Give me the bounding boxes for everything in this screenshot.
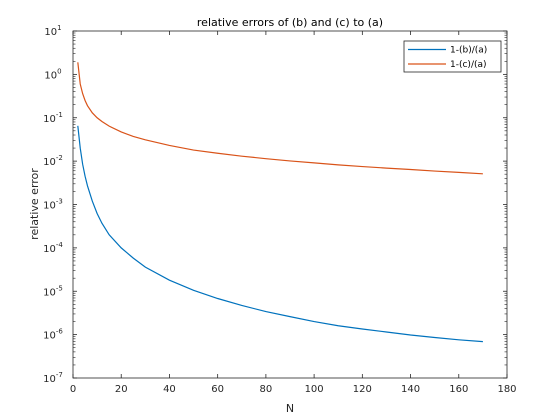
x-tick-label: 180 bbox=[497, 384, 516, 395]
x-tick-label: 80 bbox=[260, 384, 273, 395]
y-tick-label: 100 bbox=[44, 67, 61, 81]
y-tick-label: 101 bbox=[44, 24, 61, 38]
plot-area bbox=[73, 31, 507, 378]
chart-title: relative errors of (b) and (c) to (a) bbox=[197, 16, 383, 29]
legend: 1-(b)/(a) 1-(c)/(a) bbox=[403, 40, 502, 73]
legend-label-series-1: 1-(b)/(a) bbox=[450, 46, 487, 56]
legend-label-series-2: 1-(c)/(a) bbox=[450, 60, 487, 70]
x-axis-label: N bbox=[286, 402, 294, 415]
x-tick-label: 0 bbox=[70, 384, 76, 395]
y-tick-label: 10-3 bbox=[43, 198, 63, 212]
y-tick-label: 10-7 bbox=[43, 371, 63, 385]
x-tick-label: 100 bbox=[305, 384, 324, 395]
x-tick-label: 120 bbox=[353, 384, 372, 395]
x-tick-label: 60 bbox=[211, 384, 224, 395]
legend-box bbox=[403, 40, 502, 73]
series-line-1 bbox=[77, 125, 483, 343]
y-tick-label: 10-1 bbox=[43, 111, 63, 125]
y-tick-label: 10-4 bbox=[43, 241, 63, 255]
y-tick-label: 10-6 bbox=[43, 328, 63, 342]
y-tick-label: 10-5 bbox=[43, 284, 63, 298]
series-line-2 bbox=[77, 62, 483, 175]
y-tick-label: 10-2 bbox=[43, 154, 63, 168]
series-layer bbox=[77, 62, 483, 343]
x-tick-label: 160 bbox=[449, 384, 468, 395]
x-tick-label: 20 bbox=[115, 384, 128, 395]
ticks-layer: 0 20 40 60 80 100 120 140 160 180 10-7 10-6 10-5 10-4… bbox=[43, 24, 516, 395]
x-tick-label: 140 bbox=[401, 384, 420, 395]
x-tick-label: 40 bbox=[163, 384, 176, 395]
y-axis-label: relative error bbox=[28, 168, 41, 240]
